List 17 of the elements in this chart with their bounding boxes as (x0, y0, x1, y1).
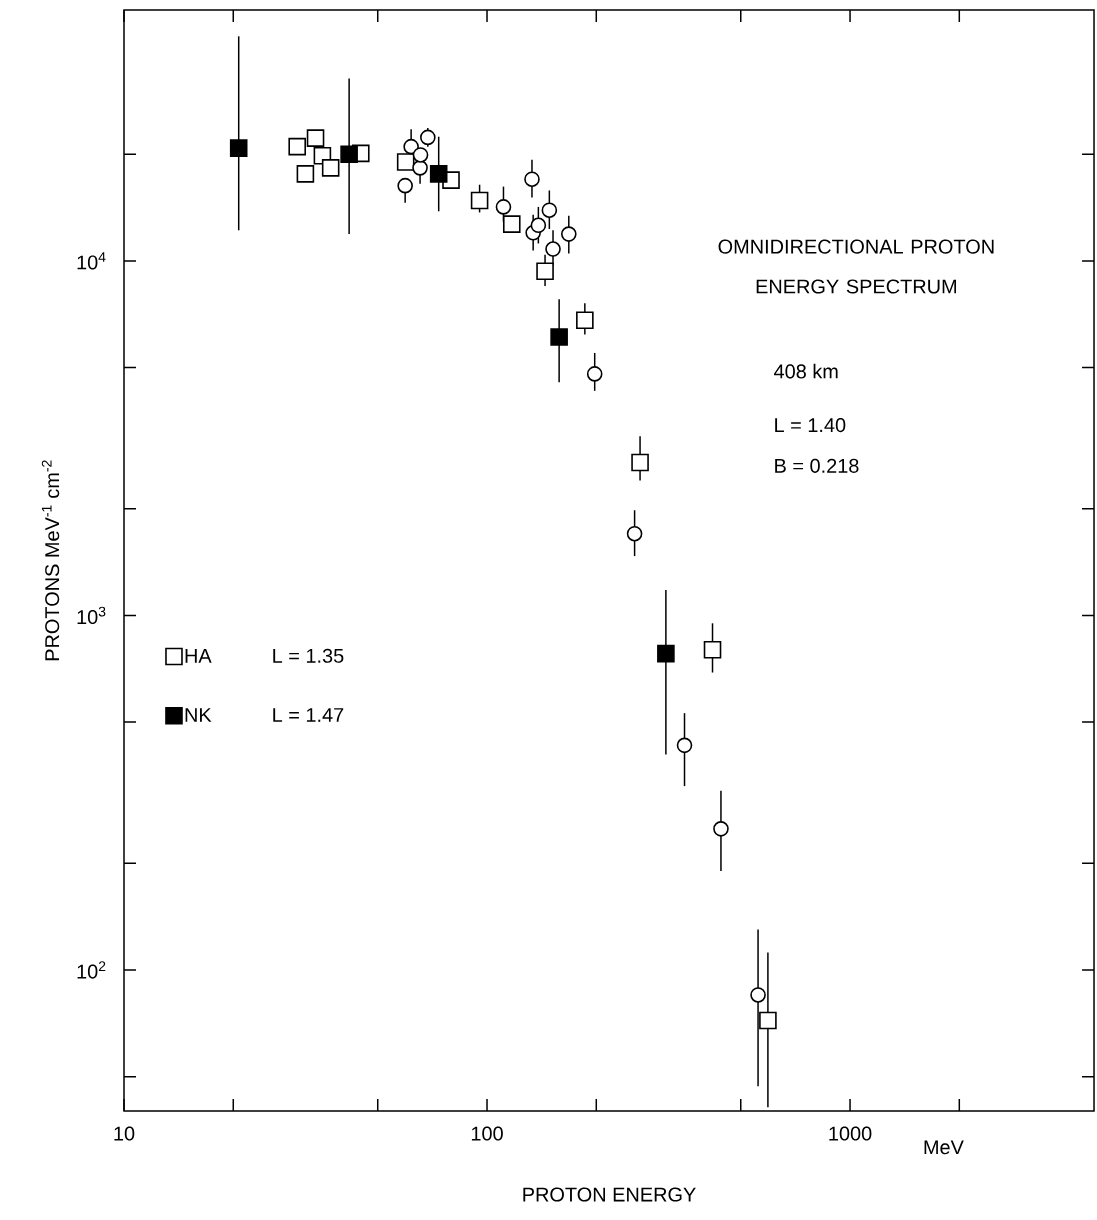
y-tick-label: 10$^{4}$ (77, 252, 106, 270)
legend-label: NK (185, 708, 212, 722)
annotation: L = 1.40 (775, 418, 846, 433)
annotation: L = 1.47 (273, 708, 344, 722)
text: MeV (924, 1140, 964, 1155)
x-axis-title: PROTON ENERGY (523, 1187, 696, 1202)
annotation: B = 0.218 (775, 458, 859, 473)
x-tick-label: 1000 (829, 1126, 872, 1141)
y-axis-title: PROTONS MeV$^{-1}$ cm$^{-2}$ (41, 460, 60, 661)
y-tick-label: 10$^{3}$ (77, 606, 106, 625)
annotation: 408 km (774, 363, 838, 379)
y-tick-label: 10$^{2}$ (77, 961, 106, 979)
chart-title: OMNIDIRECTIONAL PROTON ENERGY SPECTRUM (718, 239, 994, 294)
annotation: L = 1.35 (273, 648, 344, 663)
legend-label: HA (185, 648, 212, 663)
x-tick-label: 100 (471, 1126, 503, 1141)
x-tick-label: 10 (114, 1126, 135, 1141)
